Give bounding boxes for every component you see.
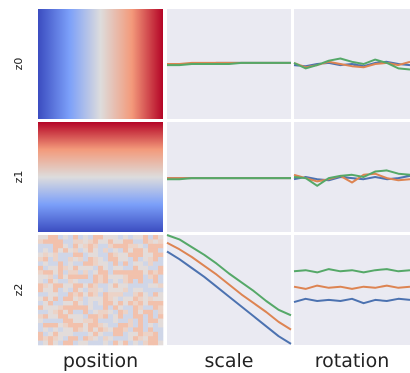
row-label-z1: z1	[12, 171, 25, 184]
column-label-rotation: rotation	[315, 350, 390, 372]
panel-z0-scale	[167, 9, 291, 119]
series-line-green	[167, 61, 291, 67]
panel-background	[294, 235, 410, 345]
column-label-scale: scale	[205, 350, 254, 372]
row-labels: z0 z1 z2	[12, 58, 25, 297]
heatmap-z1	[38, 122, 163, 232]
panel-z0-rotation	[293, 9, 410, 119]
series-line-green	[167, 177, 291, 181]
series-line-blue	[293, 60, 410, 68]
panel-z1-rotation	[293, 122, 410, 232]
series-line-blue	[293, 297, 410, 305]
column-labels: position scale rotation	[63, 350, 389, 372]
series-line-green	[166, 234, 292, 317]
series-line-orange	[293, 172, 410, 184]
panel-grid	[38, 9, 410, 346]
panel-background	[294, 122, 410, 232]
series-line-green	[293, 169, 410, 187]
row-label-z2: z2	[12, 284, 25, 297]
panel-z1-scale	[167, 122, 291, 232]
column-label-position: position	[63, 350, 138, 372]
heatmap-z0	[38, 9, 163, 119]
series-line-green	[293, 268, 410, 274]
series-line-orange	[166, 241, 292, 331]
series-line-orange	[293, 284, 410, 290]
series-line-blue	[166, 250, 292, 345]
panel-z2-rotation	[293, 235, 410, 345]
row-label-z0: z0	[12, 58, 25, 71]
panel-z2-scale	[166, 234, 292, 345]
panel-background	[167, 235, 291, 345]
heatmap-z2	[38, 235, 164, 346]
series-line-green	[293, 57, 410, 71]
panel-background	[167, 122, 291, 232]
